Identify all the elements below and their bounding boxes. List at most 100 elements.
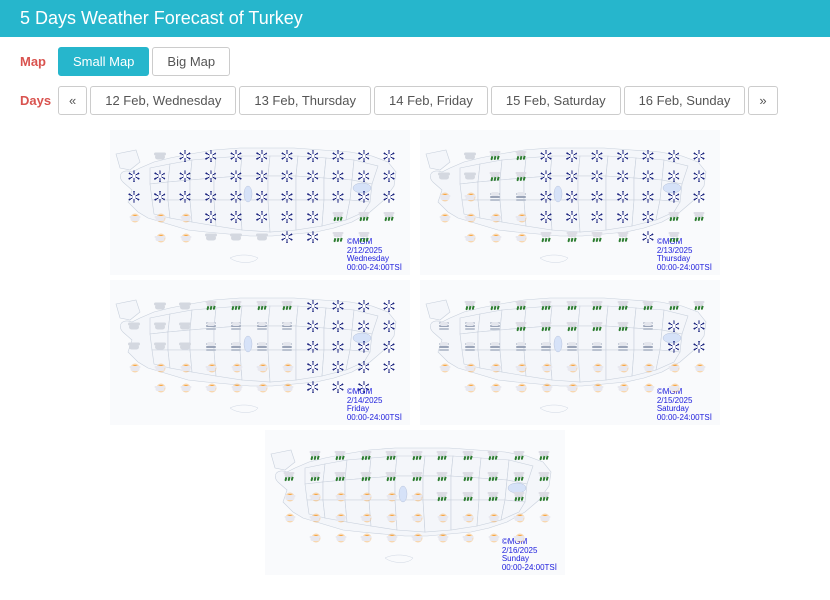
- day-button-1[interactable]: 13 Feb, Thursday: [239, 86, 371, 115]
- sun-icon: [309, 511, 321, 523]
- rain-icon: [411, 450, 423, 462]
- forecast-map-0[interactable]: ©MGM2/12/2025Wednesday00:00-24:00TSİ: [110, 130, 410, 275]
- rain-icon: [513, 470, 525, 482]
- rain-icon: [411, 470, 423, 482]
- day-button-3[interactable]: 15 Feb, Saturday: [491, 86, 621, 115]
- cloud-icon: [438, 170, 450, 182]
- sun-icon: [283, 491, 295, 503]
- rain-icon: [617, 231, 629, 243]
- next-day-button[interactable]: »: [748, 86, 777, 115]
- snow-icon: [154, 170, 166, 182]
- fog-icon: [464, 320, 476, 332]
- sun-icon: [515, 231, 527, 243]
- snow-icon: [332, 300, 344, 312]
- sun-icon: [154, 361, 166, 373]
- snow-icon: [642, 211, 654, 223]
- cloud-icon: [154, 341, 166, 353]
- day-button-2[interactable]: 14 Feb, Friday: [374, 86, 488, 115]
- snow-icon: [668, 170, 680, 182]
- snow-icon: [617, 211, 629, 223]
- snow-icon: [566, 191, 578, 203]
- rain-icon: [256, 300, 268, 312]
- sun-icon: [540, 361, 552, 373]
- sun-icon: [436, 511, 448, 523]
- snow-icon: [307, 341, 319, 353]
- maps-grid: ©MGM2/12/2025Wednesday00:00-24:00TSİ: [0, 130, 830, 581]
- snow-icon: [642, 150, 654, 162]
- sun-icon: [566, 361, 578, 373]
- snow-icon: [332, 191, 344, 203]
- forecast-map-1[interactable]: ©MGM2/13/2025Thursday00:00-24:00TSİ: [420, 130, 720, 275]
- snow-icon: [128, 170, 140, 182]
- controls-panel: Map Small Map Big Map Days « 12 Feb, Wed…: [0, 37, 830, 130]
- snow-icon: [693, 191, 705, 203]
- cloud-icon: [464, 170, 476, 182]
- snow-icon: [256, 211, 268, 223]
- snow-icon: [307, 320, 319, 332]
- snow-icon: [668, 341, 680, 353]
- snow-icon: [256, 170, 268, 182]
- snow-icon: [591, 150, 603, 162]
- map-timerange: 00:00-24:00TSİ: [657, 264, 712, 272]
- snow-icon: [693, 170, 705, 182]
- sun-icon: [462, 511, 474, 523]
- rain-icon: [489, 170, 501, 182]
- snow-icon: [383, 170, 395, 182]
- snow-icon: [179, 170, 191, 182]
- sun-icon: [642, 361, 654, 373]
- fog-icon: [230, 320, 242, 332]
- sun-icon: [128, 211, 140, 223]
- rain-icon: [360, 470, 372, 482]
- snow-icon: [668, 150, 680, 162]
- day-button-0[interactable]: 12 Feb, Wednesday: [90, 86, 236, 115]
- sun-icon: [513, 511, 525, 523]
- forecast-map-2[interactable]: ©MGM2/14/2025Friday00:00-24:00TSİ: [110, 280, 410, 425]
- snow-icon: [358, 381, 370, 393]
- snow-icon: [332, 150, 344, 162]
- sun-icon: [540, 381, 552, 393]
- cloud-icon: [128, 341, 140, 353]
- sun-icon: [464, 191, 476, 203]
- snow-icon: [668, 191, 680, 203]
- forecast-map-3[interactable]: ©MGM2/15/2025Saturday00:00-24:00TSİ: [420, 280, 720, 425]
- prev-day-button[interactable]: «: [58, 86, 87, 115]
- sun-icon: [281, 381, 293, 393]
- sun-icon: [360, 511, 372, 523]
- rain-icon: [693, 211, 705, 223]
- day-button-4[interactable]: 16 Feb, Sunday: [624, 86, 746, 115]
- small-map-button[interactable]: Small Map: [58, 47, 149, 76]
- snow-icon: [566, 150, 578, 162]
- sun-icon: [438, 211, 450, 223]
- cloud-icon: [154, 150, 166, 162]
- fog-icon: [642, 320, 654, 332]
- sun-icon: [411, 511, 423, 523]
- snow-icon: [358, 341, 370, 353]
- rain-icon: [489, 300, 501, 312]
- snow-icon: [179, 150, 191, 162]
- snow-icon: [307, 381, 319, 393]
- map-size-row: Map Small Map Big Map: [20, 47, 810, 76]
- sun-icon: [515, 381, 527, 393]
- snow-icon: [230, 211, 242, 223]
- rain-icon: [309, 450, 321, 462]
- snow-icon: [693, 150, 705, 162]
- sun-icon: [411, 491, 423, 503]
- sun-icon: [309, 491, 321, 503]
- sun-icon: [205, 361, 217, 373]
- cloud-icon: [128, 320, 140, 332]
- sun-icon: [464, 211, 476, 223]
- snow-icon: [281, 150, 293, 162]
- rain-icon: [515, 320, 527, 332]
- big-map-button[interactable]: Big Map: [152, 47, 230, 76]
- rain-icon: [334, 470, 346, 482]
- snow-icon: [383, 191, 395, 203]
- rain-icon: [566, 231, 578, 243]
- days-label: Days: [20, 93, 58, 108]
- forecast-map-4[interactable]: ©MGM2/16/2025Sunday00:00-24:00TSİ: [265, 430, 565, 575]
- rain-icon: [513, 491, 525, 503]
- sun-icon: [281, 361, 293, 373]
- fog-icon: [489, 320, 501, 332]
- snow-icon: [358, 361, 370, 373]
- snow-icon: [332, 361, 344, 373]
- map-timerange: 00:00-24:00TSİ: [347, 264, 402, 272]
